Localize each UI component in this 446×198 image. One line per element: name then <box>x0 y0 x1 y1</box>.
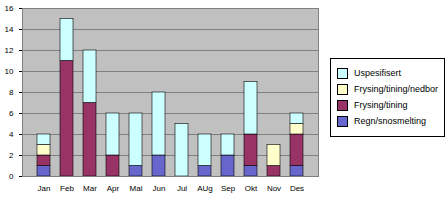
svg-text:2: 2 <box>9 151 14 160</box>
svg-text:Feb: Feb <box>60 184 74 193</box>
html-text:Frysing/tining: Frysing/tining <box>354 100 408 110</box>
svg-text:Sep: Sep <box>221 184 236 193</box>
svg-text:Jan: Jan <box>38 184 51 193</box>
html-text:Frysing/tining/nedbor: Frysing/tining/nedbor <box>354 84 438 94</box>
svg-text:0: 0 <box>9 172 14 181</box>
svg-text:Des: Des <box>290 184 304 193</box>
svg-text:8: 8 <box>9 88 14 97</box>
svg-text:Nov: Nov <box>267 184 281 193</box>
svg-text:14: 14 <box>5 25 14 34</box>
svg-text:6: 6 <box>9 109 14 118</box>
svg-text:16: 16 <box>5 4 14 13</box>
svg-text:12: 12 <box>5 46 14 55</box>
svg-text:Apr: Apr <box>107 184 120 193</box>
svg-text:4: 4 <box>9 130 14 139</box>
svg-text:Mar: Mar <box>83 184 97 193</box>
svg-text:AUg: AUg <box>197 184 213 193</box>
svg-text:10: 10 <box>5 67 14 76</box>
html-text:Regn/snosmelting: Regn/snosmelting <box>354 116 426 126</box>
html-text:Uspesifisert: Uspesifisert <box>354 68 401 78</box>
svg-text:Jun: Jun <box>153 184 166 193</box>
svg-text:Jul: Jul <box>177 184 187 193</box>
svg-text:Mai: Mai <box>130 184 143 193</box>
svg-text:Okt: Okt <box>245 184 258 193</box>
